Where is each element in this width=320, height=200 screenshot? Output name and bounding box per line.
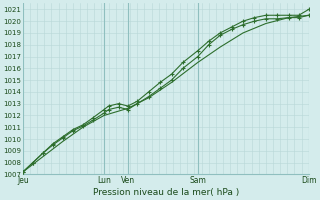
X-axis label: Pression niveau de la mer( hPa ): Pression niveau de la mer( hPa ) bbox=[93, 188, 239, 197]
